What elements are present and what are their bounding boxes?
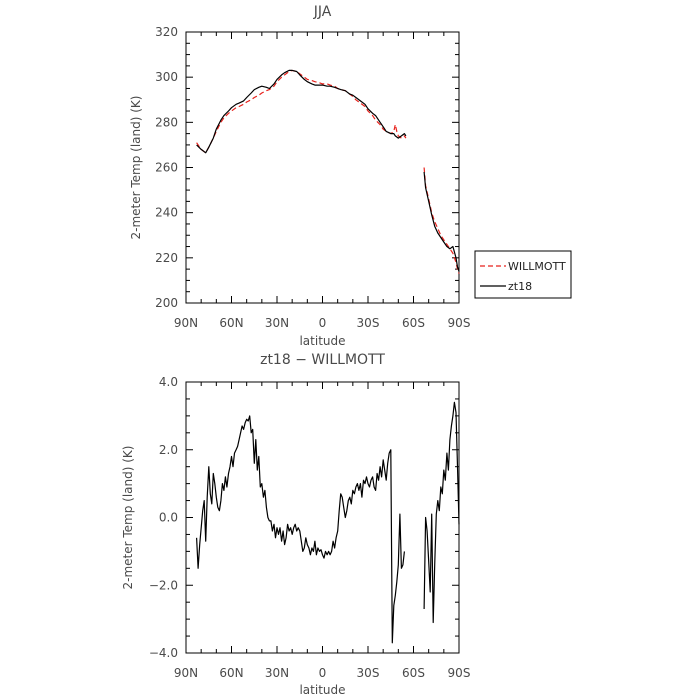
y-tick-label: −4.0 bbox=[149, 646, 178, 660]
y-tick-label: 240 bbox=[155, 206, 178, 220]
y-axis-label: 2-meter Temp (land) (K) bbox=[129, 96, 143, 240]
x-tick-label: 60S bbox=[402, 316, 425, 330]
y-tick-label: 2.0 bbox=[159, 443, 178, 457]
x-tick-label: 60N bbox=[219, 666, 243, 680]
x-tick-label: 30N bbox=[265, 316, 289, 330]
x-tick-label: 30N bbox=[265, 666, 289, 680]
x-axis-label: latitude bbox=[299, 334, 345, 348]
x-tick-label: 0 bbox=[319, 666, 327, 680]
series-line-1-segment-1 bbox=[196, 69, 407, 154]
y-axis-label: 2-meter Temp (land) (K) bbox=[121, 446, 135, 590]
plot-frame bbox=[185, 31, 460, 304]
y-tick-label: 300 bbox=[155, 70, 178, 84]
x-tick-label: 60S bbox=[402, 666, 425, 680]
y-tick-label: 0.0 bbox=[159, 511, 178, 525]
y-tick-label: −2.0 bbox=[149, 578, 178, 592]
chart-panel-2: zt18 − WILLMOTT 90N 60N 30N 0 30S 60S 90S −4.0 −2… bbox=[121, 352, 470, 697]
x-tick-label: 90N bbox=[174, 666, 198, 680]
series-line-2-segment-2 bbox=[423, 171, 460, 272]
legend-box bbox=[474, 250, 572, 299]
y-tick-label: 320 bbox=[155, 25, 178, 39]
legend: WILLMOTT zt18 bbox=[474, 250, 572, 299]
y-tick-label: 4.0 bbox=[159, 375, 178, 389]
legend-label: zt18 bbox=[508, 280, 532, 293]
x-tick-label: 90S bbox=[448, 666, 471, 680]
chart-title: zt18 − WILLMOTT bbox=[260, 352, 385, 368]
series-line-1-segment-1 bbox=[196, 415, 405, 644]
series-line-2-segment-1 bbox=[196, 69, 407, 154]
series-line-1-segment-2 bbox=[423, 167, 460, 274]
y-tick-label: 260 bbox=[155, 161, 178, 175]
legend-label: WILLMOTT bbox=[508, 260, 566, 273]
series-line-1-segment-2 bbox=[423, 401, 460, 624]
chart-title: JJA bbox=[313, 4, 332, 20]
x-tick-label: 30S bbox=[357, 666, 380, 680]
y-tick-label: 200 bbox=[155, 296, 178, 310]
plot-frame bbox=[185, 381, 460, 654]
y-tick-label: 280 bbox=[155, 115, 178, 129]
chart-panel-1: JJA 90N 60N 30N 0 30S 60S 90S 200 220 240 260 280 300… bbox=[129, 4, 572, 348]
y-tick-label: 220 bbox=[155, 251, 178, 265]
x-tick-label: 90N bbox=[174, 316, 198, 330]
x-tick-label: 30S bbox=[357, 316, 380, 330]
x-tick-label: 0 bbox=[319, 316, 327, 330]
x-tick-label: 60N bbox=[219, 316, 243, 330]
x-tick-label: 90S bbox=[448, 316, 471, 330]
x-axis-label: latitude bbox=[299, 683, 345, 697]
